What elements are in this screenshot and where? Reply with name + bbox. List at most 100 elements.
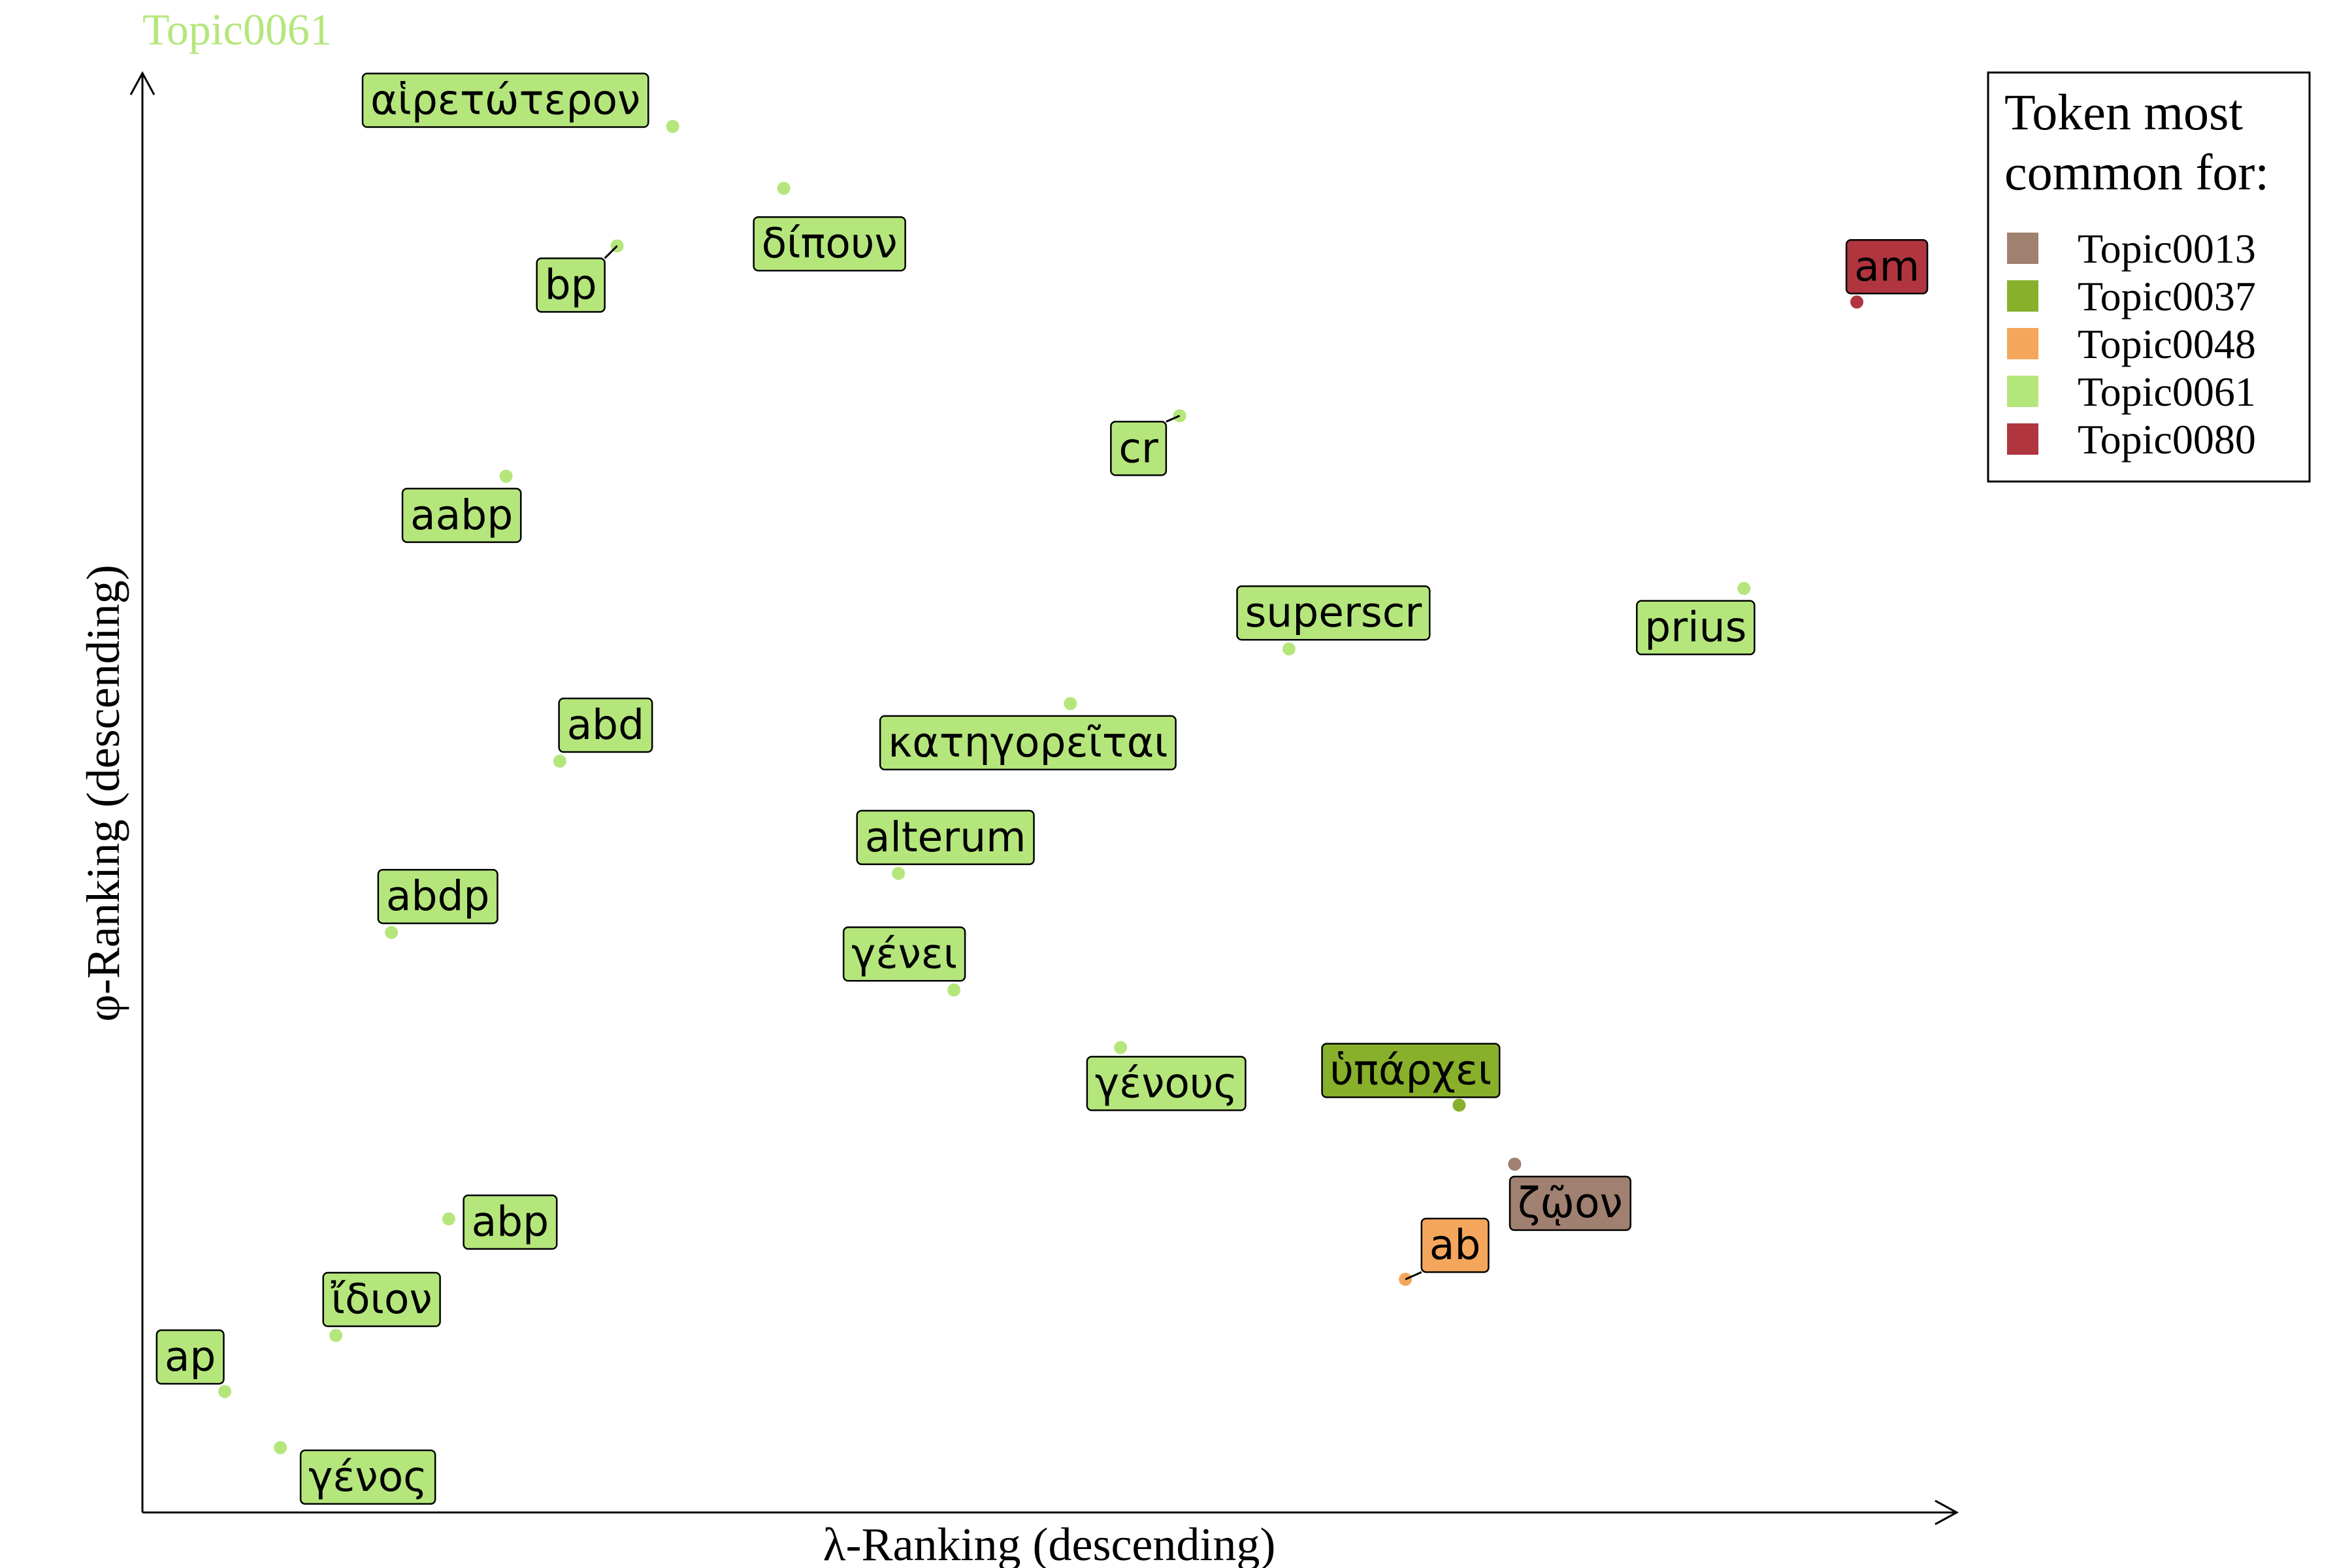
point-label: alterum bbox=[856, 809, 1035, 866]
point-label-box bbox=[842, 926, 966, 982]
point-label-text: ὑπάρχει bbox=[1330, 1047, 1492, 1094]
legend-box bbox=[1987, 71, 2311, 483]
point-label-box bbox=[401, 487, 522, 544]
legend-label: Topic0037 bbox=[2078, 273, 2256, 319]
point-label-text: γένος bbox=[308, 1453, 427, 1501]
point-label: abdp bbox=[377, 868, 498, 924]
point-label-box bbox=[299, 1449, 436, 1505]
point-label-box bbox=[753, 216, 906, 272]
point-label-text: γένους bbox=[1095, 1059, 1238, 1107]
legend-entries: Topic0013Topic0037Topic0048Topic0061Topi… bbox=[2007, 225, 2256, 463]
point-label: ap bbox=[155, 1329, 225, 1385]
point-label-box bbox=[463, 1194, 558, 1250]
y-axis-title: φ-Ranking (descending) bbox=[77, 564, 129, 1021]
point-label: ἴδιον bbox=[322, 1271, 441, 1328]
x-axis-title: λ-Ranking (descending) bbox=[823, 1518, 1276, 1568]
legend-label: Topic0048 bbox=[2078, 321, 2256, 367]
point-label-text: αἱρετώτερον bbox=[370, 76, 640, 124]
data-point bbox=[777, 182, 791, 195]
point-label: prius bbox=[1636, 600, 1756, 655]
point-label-text: abdp bbox=[386, 872, 490, 920]
point-label-text: ζῷον bbox=[1518, 1179, 1623, 1227]
point-label-box bbox=[1236, 585, 1431, 641]
data-point bbox=[385, 926, 399, 939]
point-label: κατηγορεῖται bbox=[879, 715, 1177, 771]
data-point bbox=[329, 1329, 343, 1343]
point-label-text: abd bbox=[567, 701, 645, 749]
data-point bbox=[499, 469, 513, 483]
point-label-text: bp bbox=[545, 261, 597, 308]
point-label-text: superscr bbox=[1245, 589, 1422, 636]
point-label-box bbox=[856, 809, 1035, 866]
point-label-text: am bbox=[1854, 242, 1919, 290]
data-point bbox=[442, 1212, 455, 1226]
point-label-box bbox=[155, 1329, 225, 1385]
data-point bbox=[553, 755, 566, 768]
data-point bbox=[666, 120, 679, 133]
point-label: ab bbox=[1420, 1217, 1490, 1273]
point-label: superscr bbox=[1236, 585, 1431, 641]
label-leader-line bbox=[1405, 1271, 1422, 1281]
point-label: cr bbox=[1110, 421, 1168, 476]
point-label-text: cr bbox=[1119, 424, 1158, 472]
legend-entry: Topic0048 bbox=[2007, 321, 2256, 367]
point-label-text: prius bbox=[1644, 604, 1746, 651]
legend-entry: Topic0080 bbox=[2007, 416, 2256, 463]
data-point bbox=[1114, 1041, 1128, 1054]
point-label-text: alterum bbox=[865, 813, 1026, 861]
point-label-box bbox=[536, 257, 606, 313]
point-label-box bbox=[558, 697, 653, 753]
point-label-box bbox=[1420, 1217, 1490, 1273]
data-point bbox=[892, 866, 906, 880]
point-label-text: ap bbox=[165, 1333, 216, 1380]
legend-entry: Topic0037 bbox=[2007, 273, 2256, 319]
point-label: αἱρετώτερον bbox=[361, 73, 649, 128]
labels-layer: αἱρετώτερον δίπουν bp am cr aabp superscr prius… bbox=[155, 73, 1929, 1505]
data-point bbox=[218, 1384, 232, 1398]
point-label-box bbox=[1110, 421, 1168, 476]
data-point bbox=[1064, 696, 1077, 710]
point-label: ὑπάρχει bbox=[1321, 1043, 1501, 1098]
point-label: abd bbox=[558, 697, 653, 753]
point-label: γένους bbox=[1086, 1056, 1247, 1111]
legend-swatch bbox=[2007, 423, 2038, 455]
point-label-box bbox=[879, 715, 1177, 771]
legend-swatch bbox=[2007, 233, 2038, 264]
point-label-text: δίπουν bbox=[762, 220, 898, 267]
point-label-text: ab bbox=[1429, 1221, 1481, 1269]
point-label: ζῷον bbox=[1509, 1175, 1632, 1232]
point-label: am bbox=[1845, 239, 1929, 295]
point-label-box bbox=[361, 73, 649, 128]
legend: Token most common for: Topic0013Topic003… bbox=[1987, 71, 2311, 483]
legend-title-line-2: common for: bbox=[2004, 144, 2269, 201]
legend-swatch bbox=[2007, 328, 2038, 359]
label-leader-line bbox=[1166, 414, 1181, 423]
point-label-box bbox=[1321, 1043, 1501, 1098]
point-label: δίπουν bbox=[753, 216, 906, 272]
data-point bbox=[274, 1441, 287, 1454]
legend-swatch bbox=[2007, 280, 2038, 312]
legend-entry: Topic0013 bbox=[2007, 225, 2256, 272]
data-point bbox=[1452, 1098, 1466, 1112]
point-label: aabp bbox=[401, 487, 522, 544]
point-label-text: aabp bbox=[410, 491, 513, 539]
point-label-box bbox=[322, 1271, 441, 1328]
points-layer bbox=[218, 120, 1864, 1454]
legend-label: Topic0013 bbox=[2078, 225, 2256, 272]
legend-entry: Topic0061 bbox=[2007, 368, 2256, 415]
point-label-box bbox=[377, 868, 498, 924]
point-label-box bbox=[1845, 239, 1929, 295]
data-point bbox=[947, 983, 961, 997]
point-label-box bbox=[1086, 1056, 1247, 1111]
point-label: γένος bbox=[299, 1449, 436, 1505]
point-label-box bbox=[1509, 1175, 1632, 1232]
legend-label: Topic0080 bbox=[2078, 416, 2256, 463]
point-label: abp bbox=[463, 1194, 558, 1250]
x-axis-arrowhead bbox=[1935, 1499, 1959, 1526]
point-label-text: γένει bbox=[851, 930, 957, 977]
legend-swatch bbox=[2007, 376, 2038, 407]
point-label-text: κατηγορεῖται bbox=[888, 719, 1168, 766]
legend-title-line-1: Token most bbox=[2004, 84, 2243, 140]
label-leader-line bbox=[604, 245, 618, 259]
